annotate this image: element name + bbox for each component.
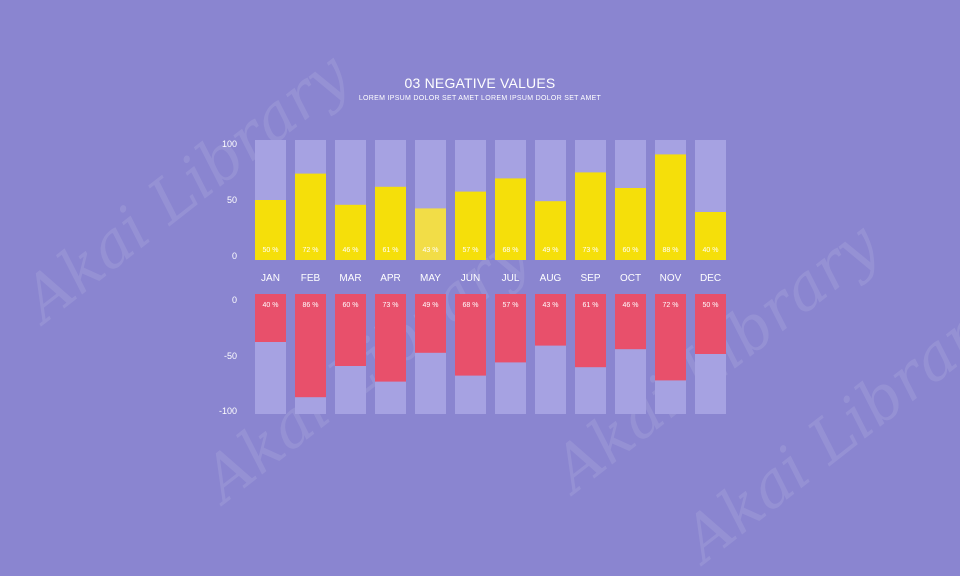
data-label: 68 %	[503, 247, 519, 254]
negative-bar	[495, 294, 526, 363]
data-label: 73 %	[583, 247, 599, 254]
positive-bar	[415, 208, 446, 260]
positive-bar	[535, 201, 566, 260]
data-label: 61 %	[583, 302, 599, 309]
negative-bar	[415, 294, 446, 353]
data-label: 72 %	[303, 247, 319, 254]
chart-subtitle: LOREM IPSUM DOLOR SET AMET LOREM IPSUM D…	[358, 95, 602, 102]
data-label: 86 %	[303, 302, 319, 309]
chart-title: 03 NEGATIVE VALUES	[404, 75, 556, 91]
data-label: 50 %	[703, 302, 719, 309]
negative-bar	[295, 294, 326, 398]
data-label: 72 %	[663, 302, 679, 309]
positive-bar	[455, 191, 486, 260]
data-label: 88 %	[663, 247, 679, 254]
category-label: JAN	[261, 273, 280, 284]
positive-bar	[575, 172, 606, 260]
positive-bar	[335, 204, 366, 260]
data-label: 40 %	[263, 302, 279, 309]
negative-bar	[535, 294, 566, 346]
category-label: SEP	[580, 273, 600, 284]
negative-bar	[575, 294, 606, 368]
positive-bar	[255, 200, 286, 260]
category-label: JUL	[502, 273, 520, 284]
category-label: NOV	[660, 273, 682, 284]
category-label: FEB	[301, 273, 321, 284]
data-label: 57 %	[503, 302, 519, 309]
y-tick-label: -50	[224, 351, 237, 361]
positive-bar	[375, 186, 406, 260]
data-label: 61 %	[383, 247, 399, 254]
data-label: 46 %	[343, 247, 359, 254]
positive-bar	[655, 154, 686, 260]
bar-chart: 100 50 0 50 % JAN 72 % FEB 46 % MAR 61 % APR 43 % MA…	[219, 139, 726, 416]
data-label: 49 %	[423, 302, 439, 309]
negative-bar	[695, 294, 726, 354]
data-label: 49 %	[543, 247, 559, 254]
category-label: DEC	[700, 273, 721, 284]
category-label: OCT	[620, 273, 641, 284]
category-label: AUG	[540, 273, 562, 284]
category-label: MAR	[339, 273, 361, 284]
data-label: 46 %	[623, 302, 639, 309]
data-label: 43 %	[423, 247, 439, 254]
y-tick-label: 0	[232, 295, 237, 305]
y-tick-label: 0	[232, 251, 237, 261]
data-label: 73 %	[383, 302, 399, 309]
negative-bar	[335, 294, 366, 366]
data-label: 60 %	[623, 247, 639, 254]
data-label: 50 %	[263, 247, 279, 254]
data-label: 40 %	[703, 247, 719, 254]
category-label: JUN	[461, 273, 480, 284]
negative-bar	[455, 294, 486, 376]
data-label: 60 %	[343, 302, 359, 309]
positive-bar-chart: 100 50 0 50 % JAN 72 % FEB 46 % MAR 61 % APR 43 % MA…	[222, 139, 726, 284]
negative-bar	[255, 294, 286, 342]
positive-bar	[695, 212, 726, 260]
category-label: APR	[380, 273, 401, 284]
negative-bar-chart: 0 -50 -100 40 % 86 % 60 % 73 % 49 % 68 % 57 % 43 %…	[219, 294, 726, 416]
y-tick-label: -100	[219, 406, 237, 416]
data-label: 43 %	[543, 302, 559, 309]
y-tick-label: 50	[227, 195, 237, 205]
negative-bar	[615, 294, 646, 350]
negative-bar	[375, 294, 406, 382]
category-label: MAY	[420, 273, 441, 284]
data-label: 57 %	[463, 247, 479, 254]
negative-bar	[655, 294, 686, 381]
positive-bar	[615, 188, 646, 260]
data-label: 68 %	[463, 302, 479, 309]
positive-bar	[295, 173, 326, 260]
y-tick-label: 100	[222, 139, 237, 149]
positive-bar	[495, 178, 526, 260]
